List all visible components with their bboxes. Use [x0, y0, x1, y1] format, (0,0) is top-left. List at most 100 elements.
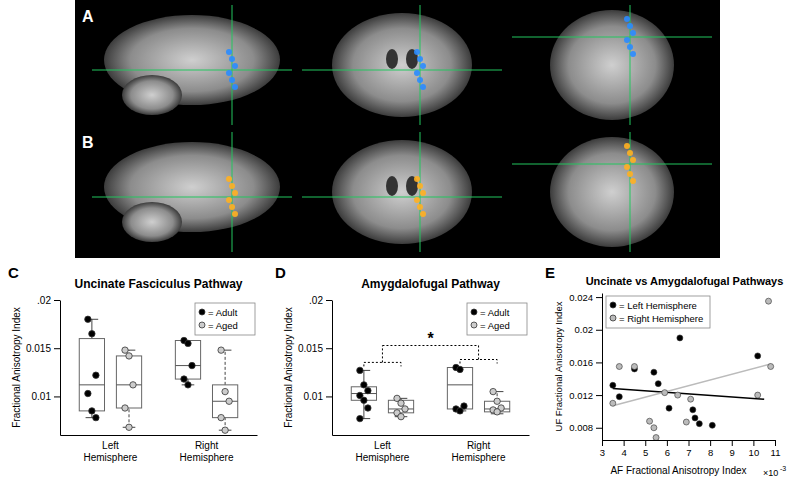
tick-mark [596, 330, 602, 331]
point [457, 366, 463, 372]
tick: 0.024 [569, 292, 602, 303]
tick-label-line: Hemisphere [452, 452, 506, 463]
point [675, 392, 681, 398]
tick-label: 11 [771, 447, 781, 458]
axis-line [332, 301, 333, 436]
point [89, 408, 95, 414]
tick: RightHemisphere [452, 435, 506, 463]
tract-blob [414, 176, 420, 182]
tick-label: .02 [309, 295, 323, 306]
legend-label: = Left Hemisphere [619, 300, 697, 311]
tick-label: 0.02 [575, 324, 594, 335]
point [222, 427, 228, 433]
point [666, 405, 672, 411]
tick-label-line: Hemisphere [83, 452, 137, 463]
tick: 0.012 [569, 390, 602, 401]
tick-label: 0.01 [304, 391, 324, 402]
point [122, 347, 128, 353]
crosshair [302, 197, 502, 198]
tick-label: 10 [749, 447, 760, 458]
image-panels: AB [75, 0, 720, 258]
ventricle [386, 176, 398, 196]
point [126, 424, 132, 430]
box [79, 339, 104, 411]
brain-shape [332, 13, 472, 117]
legend: = Left Hemisphere= Right Hemisphere [606, 296, 710, 328]
tract-blob [414, 49, 420, 55]
tract-blob [414, 70, 420, 76]
axis-line [60, 301, 61, 436]
tick-mark [596, 428, 602, 429]
mri-slice [302, 5, 502, 125]
axis-line [602, 294, 603, 441]
tract-blob [226, 197, 232, 203]
point [93, 372, 99, 378]
tick-label: 0.016 [569, 357, 593, 368]
plot-marks [351, 364, 509, 422]
legend-label: = Adult [208, 307, 238, 318]
panel-label: D [275, 264, 286, 281]
point [616, 394, 622, 400]
tick-mark [667, 440, 668, 446]
box [388, 400, 413, 413]
tract-blob [226, 70, 232, 76]
legend-marker [610, 302, 616, 308]
tract-blob [232, 211, 238, 217]
point [677, 335, 683, 341]
tract-blob [624, 37, 630, 43]
tract-blob [420, 84, 426, 90]
axis-title: Fractional Anisotropy Index [11, 307, 22, 428]
tick: 7 [686, 440, 691, 458]
tick-label: 5 [643, 447, 648, 458]
axis-line [61, 435, 258, 436]
tick: 9 [730, 440, 735, 458]
tract-blob [226, 49, 232, 55]
tick-label: 9 [730, 447, 735, 458]
tick: 0.015 [26, 343, 60, 354]
tick: 4 [621, 440, 626, 458]
median [175, 365, 200, 366]
tick-label: 0.008 [569, 422, 593, 433]
median [212, 401, 237, 402]
point [683, 419, 689, 425]
point [365, 387, 371, 393]
legend-marker [471, 322, 477, 328]
tract-blob [630, 178, 636, 184]
trend-line [613, 364, 771, 406]
tick-mark [689, 440, 690, 446]
tract-blob [417, 77, 423, 83]
point [490, 388, 496, 394]
panel-label: E [545, 264, 555, 281]
bracket [382, 346, 383, 363]
tract-blob [624, 16, 630, 22]
axis-title: Fractional Anisotropy Index [283, 307, 294, 428]
point [768, 364, 774, 370]
crosshair [512, 37, 712, 38]
chart-title: Uncinate Fasciculus Pathway [74, 277, 242, 291]
tick: LeftHemisphere [355, 435, 409, 463]
tick: 10 [749, 440, 760, 458]
tick-mark [326, 396, 332, 397]
axis: .020.0150.01 [26, 295, 61, 436]
legend-box [606, 296, 710, 328]
median [351, 393, 376, 394]
tract-blob [417, 183, 423, 189]
point [226, 398, 232, 404]
point [126, 353, 132, 359]
legend-marker [471, 309, 477, 315]
point [361, 382, 367, 388]
median [116, 384, 141, 385]
point [402, 406, 408, 412]
point [692, 415, 698, 421]
tick-label-line: Right [195, 440, 219, 451]
point [85, 316, 91, 322]
point [696, 421, 702, 427]
bracket [364, 362, 401, 366]
chart-title: Uncinate vs Amygdalofugal Pathways [586, 275, 784, 287]
box [175, 341, 200, 380]
tract-blob [627, 150, 633, 156]
chart-title: Amygdalofugal Pathway [361, 277, 500, 291]
tract-blob [232, 84, 238, 90]
point [398, 400, 404, 406]
tick-mark [596, 362, 602, 363]
